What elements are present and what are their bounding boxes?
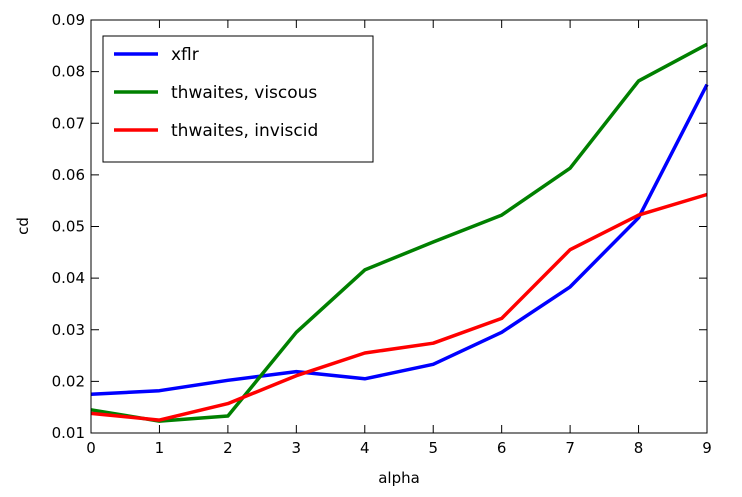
y-tick-label: 0.05 [52,218,85,236]
y-tick-label: 0.04 [52,269,85,287]
series-line-1 [90,83,709,397]
legend-label: thwaites, viscous [171,83,317,103]
legend: xflr thwaites, viscous thwaites, inviscid [102,35,374,163]
y-tick-label: 0.02 [52,372,85,390]
y-tick-label: 0.07 [52,114,85,132]
x-tick-label: 9 [702,439,712,457]
legend-label: xflr [171,45,199,65]
series-layer [90,42,709,423]
x-tick-label: 0 [86,439,96,457]
y-tick-label: 0.03 [52,321,85,339]
x-tick-label: 8 [634,439,644,457]
y-tick-label: 0.06 [52,166,85,184]
legend-label: thwaites, inviscid [171,121,318,141]
series-line-2 [90,42,708,423]
x-tick-label: 2 [223,439,233,457]
x-tick-label: 4 [360,439,370,457]
x-tick-label: 7 [565,439,575,457]
y-axis-label: cd [14,217,32,235]
y-tick-label: 0.01 [52,424,85,442]
series-line-3 [90,192,708,422]
y-tick-label: 0.09 [52,11,85,29]
legend-box [102,35,374,163]
ticks-layer: 0 1 2 3 4 5 6 7 8 9 0.01 0.02 0.03 0.04 0.05 0.06 0.07 0.… [52,11,712,457]
x-tick-label: 6 [497,439,507,457]
x-tick-label: 5 [428,439,438,457]
x-axis-label: alpha [378,469,420,487]
y-tick-label: 0.08 [52,63,85,81]
x-tick-label: 1 [155,439,165,457]
x-tick-label: 3 [292,439,302,457]
